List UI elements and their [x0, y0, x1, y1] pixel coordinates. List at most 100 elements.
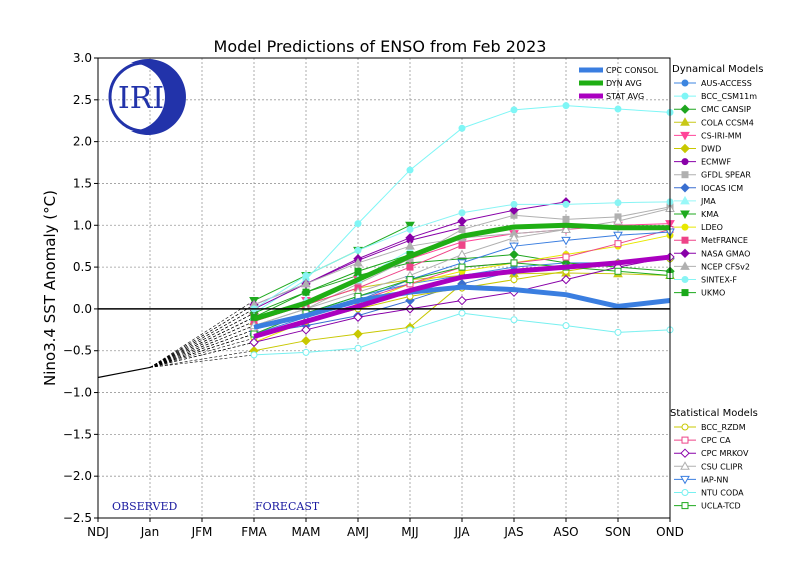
series-line-stat-avg [253, 254, 671, 339]
statistical-legend-title: Statistical Models [670, 408, 758, 419]
point-ukmo [302, 288, 310, 296]
legend-label-ntu-coda: NTU CODA [701, 489, 744, 498]
x-tick-label: OND [656, 525, 684, 539]
point-cpc-mrkov [457, 295, 467, 306]
y-tick-label: −0.5 [63, 344, 92, 358]
y-tick-label: −2.0 [63, 469, 92, 483]
legend-marker-gfdl-spear [681, 171, 689, 179]
point-cpc-mrkov [353, 312, 363, 322]
y-tick-label: −2.5 [63, 511, 92, 525]
x-tick-label: FMA [241, 525, 267, 539]
iri-logo-text: IRI [118, 81, 164, 116]
x-tick-label: SON [605, 525, 631, 539]
observed-fan-line [149, 342, 255, 368]
legend-marker-jma [680, 195, 690, 205]
point-bcc-csm11m [354, 220, 362, 228]
legend-label-jma: JMA [700, 197, 716, 206]
legend-label-ldeo: LDEO [701, 223, 723, 232]
observed-fan-line [149, 329, 255, 368]
y-tick-label: 2.5 [73, 93, 92, 107]
y-axis-label: Nino3.4 SST Anomaly (°C) [41, 190, 59, 386]
point-ucla-tcd [510, 259, 518, 267]
point-sintex-f [302, 271, 310, 279]
plot-frame [97, 57, 671, 519]
iri-logo-crescent [131, 58, 186, 135]
point-ntu-coda [458, 309, 466, 317]
axes: −2.5 −2.0 −1.5 −1.0 −0.5 0.0 0.5 1.0 1.5 2.0 2.5 3.… [63, 51, 684, 539]
point-ntu-coda [562, 322, 570, 330]
point-ntu-coda [614, 328, 622, 336]
point-ncep-cfsv2 [405, 241, 415, 250]
series-line-dyn-avg [253, 222, 670, 322]
legend-label-dwd: DWD [701, 145, 721, 154]
point-bcc-csm11m [614, 105, 622, 113]
legend-marker-bcc-csm11m [681, 92, 689, 100]
point-ucla-tcd [406, 276, 414, 284]
point-metfrance [406, 263, 414, 271]
iri-logo: IRI [108, 58, 186, 135]
observed-fan-line [149, 317, 255, 368]
legend-marker-cmc-cansip [680, 104, 690, 114]
point-cpc-mrkov [249, 337, 259, 348]
point-bcc-csm11m [406, 166, 414, 174]
point-ukmo [354, 267, 362, 275]
statistical-legend: Statistical Models BCC_RZDM CPC CA CPC MRK… [670, 408, 758, 511]
point-iap-nn [509, 242, 519, 252]
legend-marker-ldeo [681, 223, 689, 231]
y-tick-label: −1.0 [63, 386, 92, 400]
consensus-series [253, 222, 671, 339]
legend-marker-ntu-coda [681, 489, 689, 496]
point-ntu-coda [302, 348, 310, 356]
legend-label-cola-ccsm4: COLA CCSM4 [701, 118, 754, 127]
legend-marker-cpc-mrkov [680, 448, 690, 458]
x-tick-label: MJJ [401, 525, 418, 539]
legend-marker-iocas-icm [680, 183, 690, 193]
series-ntu-coda [250, 309, 674, 359]
y-tick-label: −1.5 [63, 427, 92, 441]
legend-label-aus-access: AUS-ACCESS [701, 79, 752, 88]
legend-label-cs-iri-mm: CS-IRI-MM [701, 131, 742, 140]
observed-fan-line [149, 337, 255, 368]
legend-marker-cpc-ca [681, 436, 689, 444]
legend-label-iap-nn: IAP-NN [701, 475, 728, 484]
legend-marker-iap-nn [680, 475, 690, 485]
point-csu-clipr [509, 232, 519, 242]
point-sintex-f [354, 246, 362, 254]
legend-label-cpc-consol: CPC CONSOL [606, 66, 659, 75]
observed-fan-line [149, 312, 255, 368]
point-iap-nn [613, 231, 623, 241]
x-tick-label: JJA [453, 525, 470, 539]
point-sintex-f [614, 199, 622, 207]
point-kma [405, 221, 415, 231]
legend-marker-cola-ccsm4 [680, 117, 690, 126]
observed-fan-line [149, 321, 255, 368]
point-ucla-tcd [458, 263, 466, 271]
point-gfdl-spear [562, 215, 570, 223]
observed-fan-line [149, 333, 255, 368]
legend-marker-ucla-tcd [681, 502, 689, 510]
legend-marker-metfrance [681, 236, 689, 244]
point-iap-nn [457, 259, 467, 268]
legend-marker-csu-clipr [680, 461, 690, 470]
observed-fan-line [149, 354, 255, 368]
point-sintex-f [406, 225, 414, 233]
consensus-legend: CPC CONSOL DYN AVG STAT AVG [579, 66, 659, 101]
legend-label-ukmo: UKMO [701, 289, 725, 298]
legend-marker-ncep-cfsv2 [680, 261, 690, 270]
point-cpc-mrkov [561, 274, 571, 285]
legend-label-ucla-tcd: UCLA-TCD [701, 502, 741, 511]
point-gfdl-spear [458, 225, 466, 233]
legend-label-gfdl-spear: GFDL SPEAR [701, 171, 751, 180]
x-tick-label: Jan [140, 525, 160, 539]
legend-label-cpc-ca: CPC CA [701, 436, 731, 445]
legend-label-metfrance: MetFRANCE [701, 236, 748, 245]
point-sintex-f [510, 200, 518, 208]
point-bcc-rzdm [510, 276, 518, 284]
legend-label-ecmwf: ECMWF [701, 158, 731, 167]
x-tick-label: NDJ [87, 525, 109, 539]
legend-label-sintex-f: SINTEX-F [701, 276, 737, 285]
legend-label-iocas-icm: IOCAS ICM [701, 184, 743, 193]
x-tick-label: ASO [553, 525, 578, 539]
forecast-label: FORECAST [255, 500, 320, 513]
point-ntu-coda [354, 344, 362, 352]
